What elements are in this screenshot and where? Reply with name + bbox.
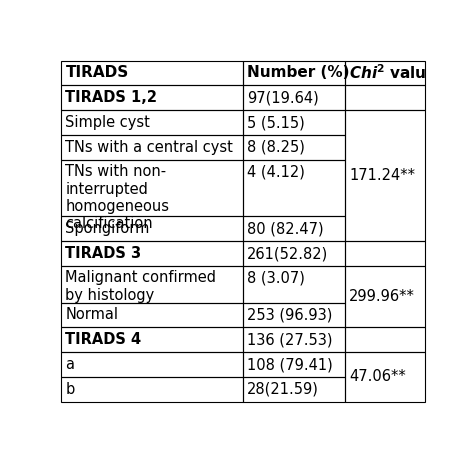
Bar — [345, 85, 425, 110]
Text: 136 (27.53): 136 (27.53) — [247, 332, 333, 347]
Bar — [345, 352, 425, 402]
Bar — [61, 352, 243, 377]
Bar — [61, 266, 243, 302]
Bar — [345, 266, 425, 328]
Bar — [243, 328, 345, 352]
Text: a: a — [65, 357, 74, 372]
Bar — [243, 377, 345, 402]
Bar — [243, 352, 345, 377]
Text: 28(21.59): 28(21.59) — [247, 382, 319, 397]
Bar — [61, 110, 243, 135]
Bar — [243, 302, 345, 328]
Text: 108 (79.41): 108 (79.41) — [247, 357, 333, 372]
Bar — [61, 135, 243, 160]
Bar — [61, 241, 243, 266]
Text: 8 (3.07): 8 (3.07) — [247, 270, 305, 285]
Text: 80 (82.47): 80 (82.47) — [247, 221, 324, 236]
Bar — [61, 328, 243, 352]
Text: 97(19.64): 97(19.64) — [247, 90, 319, 105]
Text: $\bfit{Chi}^{\mathbf{2}}$ $\mathbf{valu}$: $\bfit{Chi}^{\mathbf{2}}$ $\mathbf{valu}… — [349, 64, 427, 82]
Bar — [345, 61, 425, 85]
Bar — [61, 110, 243, 135]
Bar — [61, 377, 243, 402]
Bar — [61, 160, 243, 216]
Text: Simple cyst: Simple cyst — [65, 115, 150, 130]
Bar — [61, 241, 243, 266]
Bar — [243, 328, 345, 352]
Text: 171.24**: 171.24** — [349, 168, 415, 183]
Bar — [243, 61, 345, 85]
Bar — [61, 302, 243, 328]
Bar — [61, 85, 243, 110]
Bar — [243, 110, 345, 135]
Bar — [243, 160, 345, 216]
Bar — [61, 377, 243, 402]
Bar — [61, 85, 243, 110]
Text: TIRADS 3: TIRADS 3 — [65, 246, 142, 261]
Bar — [243, 160, 345, 216]
Bar — [243, 266, 345, 302]
Text: TNs with non-
interrupted
homogeneous
calcification: TNs with non- interrupted homogeneous ca… — [65, 164, 170, 231]
Bar — [61, 266, 243, 302]
Bar — [243, 85, 345, 110]
Bar — [345, 266, 425, 328]
Bar — [345, 61, 425, 85]
Text: 4 (4.12): 4 (4.12) — [247, 164, 305, 179]
Bar — [243, 241, 345, 266]
Text: b: b — [65, 382, 75, 397]
Bar — [61, 216, 243, 241]
Bar — [345, 110, 425, 241]
Bar — [345, 241, 425, 266]
Bar — [243, 241, 345, 266]
Text: TNs with a central cyst: TNs with a central cyst — [65, 140, 233, 155]
Text: TIRADS 4: TIRADS 4 — [65, 332, 142, 347]
Bar — [61, 61, 243, 85]
Bar — [61, 352, 243, 377]
Bar — [345, 110, 425, 241]
Bar — [243, 302, 345, 328]
Text: TIRADS 1,2: TIRADS 1,2 — [65, 90, 157, 105]
Text: Malignant confirmed
by histology: Malignant confirmed by histology — [65, 270, 217, 303]
Bar — [61, 61, 243, 85]
Bar — [243, 135, 345, 160]
Text: Normal: Normal — [65, 308, 118, 322]
Bar — [243, 85, 345, 110]
Bar — [61, 216, 243, 241]
Bar — [345, 241, 425, 266]
Bar — [243, 61, 345, 85]
Text: TIRADS: TIRADS — [65, 65, 129, 81]
Bar — [243, 266, 345, 302]
Bar — [243, 377, 345, 402]
Text: 47.06**: 47.06** — [349, 369, 406, 384]
Bar — [61, 135, 243, 160]
Bar — [243, 110, 345, 135]
Bar — [243, 352, 345, 377]
Text: Spongiform: Spongiform — [65, 221, 150, 236]
Text: 253 (96.93): 253 (96.93) — [247, 308, 333, 322]
Bar — [243, 216, 345, 241]
Text: 299.96**: 299.96** — [349, 289, 415, 304]
Bar — [345, 352, 425, 402]
Bar — [243, 135, 345, 160]
Text: 8 (8.25): 8 (8.25) — [247, 140, 305, 155]
Bar — [243, 216, 345, 241]
Bar — [61, 160, 243, 216]
Text: 261(52.82): 261(52.82) — [247, 246, 328, 261]
Bar — [61, 328, 243, 352]
Bar — [345, 328, 425, 352]
Bar — [61, 302, 243, 328]
Text: Number (%): Number (%) — [247, 65, 350, 81]
Bar — [345, 85, 425, 110]
Bar — [345, 328, 425, 352]
Text: 5 (5.15): 5 (5.15) — [247, 115, 305, 130]
